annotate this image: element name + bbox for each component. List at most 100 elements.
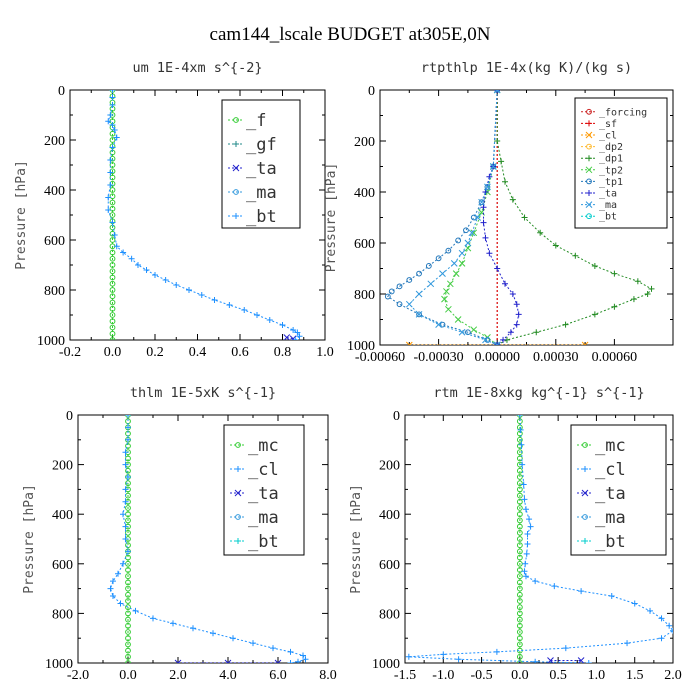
data-point <box>190 625 196 632</box>
panel-title: rtm 1E-8xkg kg^{-1} s^{-1} <box>433 385 644 401</box>
x-tick-label: 4.0 <box>219 668 237 683</box>
legend-marker <box>235 538 241 544</box>
data-point <box>122 486 129 493</box>
data-point <box>482 234 489 241</box>
data-point <box>482 336 489 344</box>
data-point <box>532 578 539 585</box>
data-point <box>516 629 523 635</box>
data-point <box>405 653 412 660</box>
data-point <box>109 274 116 281</box>
data-point <box>152 272 158 278</box>
data-point <box>132 607 139 614</box>
legend-item: _bt <box>228 207 277 227</box>
data-point <box>230 635 236 642</box>
data-point <box>631 600 638 607</box>
data-point <box>105 194 112 201</box>
y-axis-label: Pressure [hPa] <box>14 160 29 270</box>
y-axis-label: Pressure [hPa] <box>349 484 364 594</box>
legend-marker <box>586 213 592 220</box>
data-point <box>526 516 533 523</box>
data-point <box>300 652 306 659</box>
data-point <box>170 620 176 627</box>
legend-item: _ma <box>228 183 277 203</box>
data-point <box>109 324 116 331</box>
data-point <box>290 327 297 333</box>
data-point <box>287 648 294 655</box>
legend-marker <box>232 164 240 172</box>
data-point <box>455 237 462 244</box>
data-point <box>516 480 523 487</box>
data-point <box>109 287 116 293</box>
x-tick-label: 8.0 <box>319 668 337 683</box>
data-point <box>516 585 523 592</box>
data-point <box>125 629 131 635</box>
data-point <box>493 90 501 94</box>
legend-item: _bt <box>230 532 279 552</box>
legend-label: _ta <box>599 189 617 200</box>
series-ta <box>547 657 585 663</box>
data-point <box>500 336 507 343</box>
legend-label: _ta <box>595 484 626 504</box>
series-line <box>443 90 498 345</box>
data-point <box>109 312 116 318</box>
data-point <box>450 260 458 267</box>
legend-marker <box>582 466 588 472</box>
data-point <box>211 297 218 303</box>
legend-marker <box>235 466 241 472</box>
data-point <box>174 659 182 663</box>
data-point <box>516 505 523 511</box>
data-point <box>416 311 422 318</box>
data-point <box>109 94 116 101</box>
legend-item: _tp2 <box>581 165 623 176</box>
legend-item: _cl <box>581 131 617 142</box>
data-point <box>509 291 516 297</box>
data-point <box>458 328 466 336</box>
data-point <box>440 651 447 658</box>
data-point <box>439 270 446 277</box>
legend-marker <box>585 201 593 208</box>
data-point <box>416 270 422 277</box>
data-point <box>109 187 116 193</box>
data-point <box>110 578 116 585</box>
y-tick-label: 200 <box>379 459 400 474</box>
data-point <box>468 229 476 237</box>
data-point <box>577 657 585 663</box>
data-point <box>107 585 114 592</box>
data-point <box>516 622 523 629</box>
y-tick-label: 1000 <box>45 657 73 672</box>
y-tick-label: 1000 <box>37 334 65 349</box>
data-point <box>122 536 129 542</box>
data-point <box>279 322 286 328</box>
legend-label: _mc <box>248 436 279 456</box>
data-point <box>474 214 482 221</box>
plot-area <box>107 415 309 663</box>
data-point <box>109 174 116 181</box>
data-point <box>109 318 116 325</box>
data-point <box>125 610 131 617</box>
x-tick-label: 2.0 <box>664 668 682 683</box>
data-point <box>150 615 156 622</box>
data-point <box>516 635 523 642</box>
data-point <box>250 640 256 647</box>
series-cl <box>405 415 673 663</box>
data-point <box>109 162 116 168</box>
data-point <box>125 415 131 418</box>
legend-marker <box>586 155 592 162</box>
data-point <box>591 311 598 318</box>
data-point <box>445 247 452 254</box>
data-point <box>516 511 523 518</box>
x-tick-label: -1.5 <box>394 668 416 683</box>
y-tick-label: 200 <box>52 459 73 474</box>
data-point <box>516 436 523 443</box>
legend-item: _f <box>228 111 266 131</box>
legend-marker <box>582 538 588 544</box>
legend-marker <box>582 442 588 448</box>
data-point <box>125 424 131 431</box>
data-point <box>517 426 524 433</box>
data-point <box>241 307 248 313</box>
data-point <box>128 255 135 262</box>
legend-label: _gf <box>246 135 277 155</box>
series-tp1 <box>384 90 501 345</box>
legend-item: _gf <box>228 135 277 155</box>
